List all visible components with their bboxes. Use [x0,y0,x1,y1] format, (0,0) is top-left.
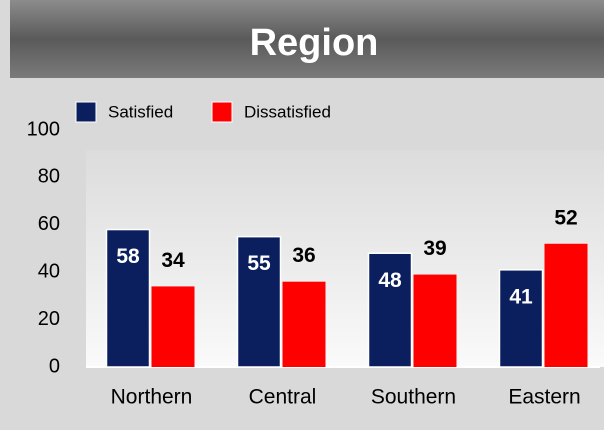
x-tick-label: Central [249,386,317,409]
legend-swatch [75,101,97,123]
bar [498,269,544,368]
bar [105,228,151,368]
value-label: 39 [423,237,446,260]
bar [236,235,282,368]
value-label: 34 [161,249,185,272]
value-label: 41 [509,285,533,308]
value-label: 52 [554,206,577,229]
value-label: 48 [378,269,402,292]
y-tick-label: 0 [49,355,60,377]
header [10,0,604,78]
x-tick-label: Eastern [508,386,580,409]
bar [282,281,326,367]
chart-title: Region [250,22,379,64]
y-tick-label: 20 [38,308,60,330]
y-tick-label: 80 [38,166,60,188]
bar [413,274,457,367]
value-label: 55 [247,252,271,275]
x-tick-label: Northern [111,386,193,409]
value-label: 58 [116,245,140,268]
value-label: 36 [292,244,315,267]
legend-label: Satisfied [108,102,173,121]
x-tick-label: Southern [371,386,456,409]
legend-label: Dissatisfied [244,102,331,121]
bar [367,252,413,368]
legend-swatch [211,101,233,123]
y-tick-label: 100 [27,118,60,140]
bar [151,286,195,367]
y-tick-label: 40 [38,260,60,282]
bar [544,243,588,367]
y-tick-label: 60 [38,213,60,235]
